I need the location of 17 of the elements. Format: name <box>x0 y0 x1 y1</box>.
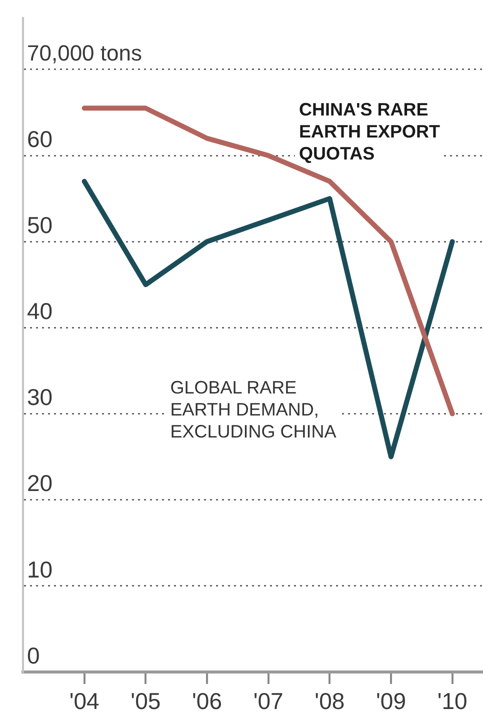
x-tick-label: '09 <box>376 688 406 714</box>
y-tick-label: 50 <box>27 212 53 238</box>
x-tick-label: '10 <box>437 688 468 714</box>
y-tick-label: 40 <box>27 298 53 324</box>
y-axis-title: 70,000 tons <box>27 40 142 66</box>
y-tick-label: 0 <box>27 642 40 668</box>
y-tick-label: 60 <box>27 126 53 152</box>
x-tick-label: '07 <box>253 688 284 714</box>
y-tick-label: 20 <box>27 470 53 496</box>
y-tick-label: 30 <box>27 384 53 410</box>
x-tick-label: '05 <box>130 688 161 714</box>
y-tick-label: 10 <box>27 556 53 582</box>
x-tick-label: '08 <box>314 688 345 714</box>
x-tick-label: '04 <box>69 688 100 714</box>
series-label: CHINA'S RARE EARTH EXPORT QUOTAS <box>299 100 440 164</box>
x-tick-label: '06 <box>192 688 222 714</box>
series-label: GLOBAL RARE EARTH DEMAND, EXCLUDING CHINA <box>170 378 336 442</box>
